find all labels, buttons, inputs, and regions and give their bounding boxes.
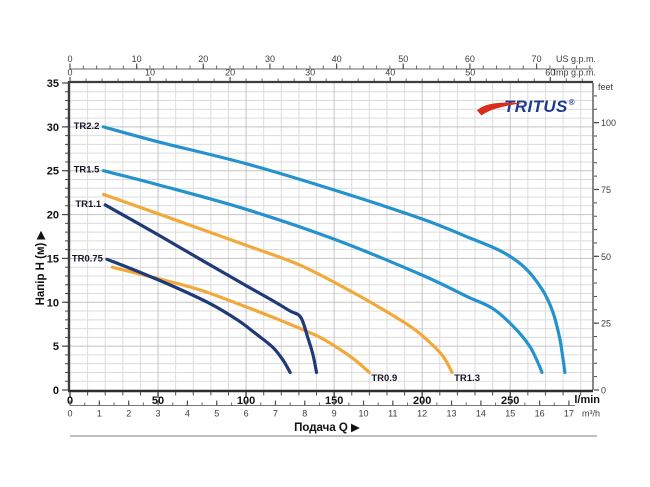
imp-axis-unit: Imp g.p.m. bbox=[553, 68, 596, 78]
m3h-axis-unit: m³/h bbox=[582, 409, 600, 419]
us-tick-label: 70 bbox=[532, 54, 542, 64]
us-tick-label: 50 bbox=[398, 54, 408, 64]
y-tick-label: 30 bbox=[47, 122, 59, 134]
curve-TR1.3 bbox=[101, 192, 454, 375]
us-tick-label: 30 bbox=[265, 54, 275, 64]
m3h-tick-label: 16 bbox=[535, 409, 545, 419]
imp-tick-label: 40 bbox=[385, 68, 395, 78]
curve-label-TR2.2: TR2.2 bbox=[74, 121, 100, 132]
m3h-tick-label: 17 bbox=[564, 409, 574, 419]
y-axis-m: 0 5 10 15 20 25 30 35 Напір H (м) ▶ bbox=[35, 78, 68, 397]
y-axis-title: Напір H (м) ▶ bbox=[35, 230, 47, 305]
imp-tick-label: 10 bbox=[145, 68, 155, 78]
tritus-logo: TRITUS ® bbox=[477, 97, 575, 117]
m3h-tick-label: 13 bbox=[447, 409, 457, 419]
m3h-tick-label: 9 bbox=[332, 409, 337, 419]
imp-tick-label: 30 bbox=[305, 68, 315, 78]
y-tick-label: 0 bbox=[53, 385, 59, 397]
m3h-tick-label: 3 bbox=[156, 409, 161, 419]
m3h-tick-label: 7 bbox=[273, 409, 278, 419]
feet-tick-label: 25 bbox=[601, 319, 611, 329]
feet-tick-label: 100 bbox=[601, 118, 616, 128]
m3h-tick-label: 1 bbox=[97, 409, 102, 419]
y-tick-label: 35 bbox=[47, 78, 59, 90]
us-tick-label: 20 bbox=[198, 54, 208, 64]
curve-TR1.5 bbox=[101, 169, 544, 375]
feet-tick-label: 75 bbox=[601, 185, 611, 195]
m3h-tick-label: 0 bbox=[67, 409, 72, 419]
curve-TR0.75 bbox=[105, 257, 292, 375]
curves: TR1.3 TR0.9 TR2.2 TR1.5 TR1.1 TR0.75 bbox=[72, 121, 567, 384]
m3h-tick-label: 6 bbox=[244, 409, 249, 419]
m3h-tick-label: 2 bbox=[126, 409, 131, 419]
feet-tick-label: 50 bbox=[601, 252, 611, 262]
feet-tick-label: 0 bbox=[601, 386, 606, 396]
x-axis-us-gpm: 0 10 20 30 40 50 60 70 US g.p.m. bbox=[67, 54, 596, 70]
tritus-swoosh-icon bbox=[477, 102, 522, 116]
curve-label-TR1.5: TR1.5 bbox=[74, 165, 101, 176]
us-axis-unit: US g.p.m. bbox=[556, 54, 596, 64]
registered-trademark-symbol: ® bbox=[568, 97, 575, 107]
imp-tick-label: 20 bbox=[225, 68, 235, 78]
us-tick-label: 60 bbox=[465, 54, 475, 64]
us-tick-label: 40 bbox=[332, 54, 342, 64]
m3h-tick-label: 14 bbox=[476, 409, 486, 419]
imp-tick-label: 60 bbox=[545, 68, 555, 78]
y-tick-label: 25 bbox=[47, 166, 59, 178]
curve-TR2.2 bbox=[101, 125, 567, 375]
x-axis-m3h: 0 1 2 3 4 5 6 7 8 9 10 11 12 13 14 15 16 17 m³/h bbox=[67, 400, 600, 419]
m3h-tick-label: 4 bbox=[185, 409, 190, 419]
m3h-tick-label: 10 bbox=[358, 409, 368, 419]
lmin-axis-unit: l/min bbox=[574, 394, 600, 406]
curve-label-TR0.9: TR0.9 bbox=[371, 373, 397, 384]
y-tick-label: 15 bbox=[47, 253, 59, 265]
curve-TR1.1 bbox=[103, 203, 319, 375]
us-tick-label: 0 bbox=[67, 54, 72, 64]
m3h-tick-label: 8 bbox=[302, 409, 307, 419]
y-tick-label: 20 bbox=[47, 210, 59, 222]
m3h-tick-label: 5 bbox=[214, 409, 219, 419]
y-axis-feet: 0 25 50 75 100 feet bbox=[594, 82, 616, 396]
us-tick-label: 10 bbox=[132, 54, 142, 64]
curve-TR0.9 bbox=[110, 265, 371, 375]
curve-label-TR1.1: TR1.1 bbox=[75, 199, 102, 210]
feet-axis-unit: feet bbox=[598, 82, 614, 92]
imp-tick-label: 50 bbox=[465, 68, 475, 78]
tritus-logo-text: TRITUS bbox=[504, 97, 568, 116]
y-tick-label: 10 bbox=[47, 297, 59, 309]
curve-label-TR0.75: TR0.75 bbox=[72, 253, 104, 264]
x-axis-title: Подача Q ▶ bbox=[294, 422, 360, 434]
curve-label-TR1.3: TR1.3 bbox=[454, 373, 480, 384]
imp-tick-label: 0 bbox=[67, 68, 72, 78]
m3h-tick-label: 15 bbox=[505, 409, 515, 419]
plot-frame bbox=[67, 80, 594, 393]
y-tick-label: 5 bbox=[53, 341, 59, 353]
m3h-tick-label: 11 bbox=[388, 409, 397, 419]
m3h-tick-label: 12 bbox=[417, 409, 427, 419]
